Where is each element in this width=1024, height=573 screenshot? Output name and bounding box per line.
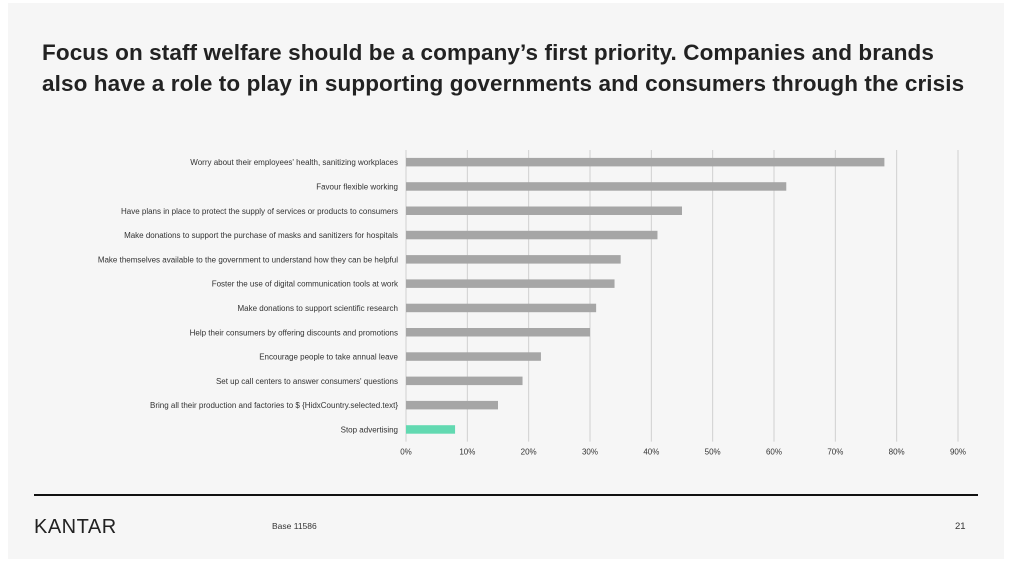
kantar-logo: KANTAR [34,516,117,538]
bar [406,376,523,386]
slide-title: Focus on staff welfare should be a compa… [42,40,965,96]
footer-divider [34,494,978,496]
category-label: Foster the use of digital communication … [212,280,399,289]
bar [406,279,615,288]
category-label: Make donations to support the purchase o… [124,231,398,240]
category-label: Worry about their employees' health, san… [190,158,398,167]
category-label: Help their consumers by offering discoun… [190,328,398,337]
page-number: 21 [955,521,966,532]
bar [406,230,658,240]
x-tick-label: 10% [459,448,475,457]
x-axis-ticks: 0% 10% 20% 30% 40% 50% 60% 70% 80% 90% [400,448,966,457]
category-labels: Worry about their employees' health, san… [98,158,399,434]
category-label: Have plans in place to protect the suppl… [121,207,398,216]
bar [406,255,621,264]
x-tick-label: 60% [766,448,782,457]
bars [406,157,885,434]
category-label: Make themselves available to the governm… [98,255,398,264]
x-tick-label: 80% [889,448,905,457]
bar [406,303,597,313]
bar [406,328,590,337]
x-tick-label: 90% [950,448,966,457]
bar [406,182,787,191]
bar [406,400,498,410]
category-label: Make donations to support scientific res… [237,304,398,313]
x-tick-label: 40% [643,448,659,457]
base-size-note: Base 11586 [272,521,317,531]
x-tick-label: 50% [705,448,721,457]
x-tick-label: 70% [827,448,843,457]
bar [406,206,682,215]
bar [406,157,885,167]
x-tick-label: 0% [400,448,412,457]
x-tick-label: 30% [582,448,598,457]
category-label: Bring all their production and factories… [150,401,398,410]
category-label: Favour flexible working [316,182,398,191]
category-label: Set up call centers to answer consumers'… [216,377,398,386]
x-tick-label: 20% [521,448,537,457]
category-label: Encourage people to take annual leave [259,353,398,362]
bar [406,425,456,434]
bar [406,352,541,361]
category-label: Stop advertising [341,425,398,434]
gridlines [405,150,959,442]
